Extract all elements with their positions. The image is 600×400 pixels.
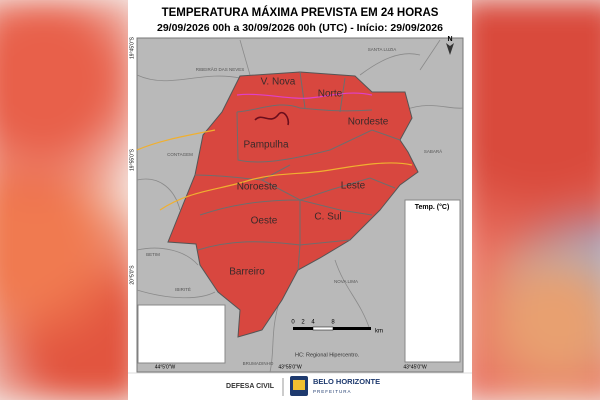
- city-logo: [290, 376, 308, 396]
- region-label: Noroeste: [237, 182, 278, 193]
- municipality-label: NOVA LIMA: [334, 279, 358, 284]
- region-label: V. Nova: [261, 77, 296, 88]
- scale-tick: 8: [331, 320, 335, 326]
- basin-lines: [136, 92, 413, 211]
- municipality-label: BRUMADINHO: [243, 361, 274, 366]
- subtitle: 29/09/2026 00h a 30/09/2026 00h (UTC) - …: [157, 22, 443, 34]
- region-label: Norte: [318, 89, 343, 100]
- basin-legend-box: [137, 304, 226, 364]
- footer-left: DEFESA CIVIL: [226, 383, 275, 390]
- region-label: C. Sul: [314, 212, 341, 223]
- scale-unit: km: [375, 329, 383, 335]
- regional-borders: [194, 71, 401, 271]
- municipality-label: RIBEIRÃO DAS NEVES: [196, 66, 245, 72]
- north-arrow: [446, 43, 454, 55]
- latitude-label: 19°55'0"S: [129, 148, 135, 171]
- municipality-label: IBIRITÉ: [175, 286, 191, 292]
- longitude-label: 43°55'0"W: [278, 364, 302, 370]
- municipality-label: SANTA LUZIA: [368, 47, 396, 52]
- source-note: HC: Regional Hipercentro.: [295, 352, 360, 358]
- scale-tick: 0: [291, 320, 295, 326]
- latitude-label: 20°5'0"S: [129, 265, 135, 285]
- blurred-background: [0, 0, 140, 400]
- temp-legend-box: [404, 199, 461, 363]
- region-label: Oeste: [251, 216, 278, 227]
- blurred-background: [460, 0, 600, 400]
- north-label: N: [447, 36, 452, 43]
- longitude-label: 43°45'0"W: [403, 364, 427, 370]
- footer-brand: BELO HORIZONTE: [313, 377, 380, 386]
- municipality-label: BETIM: [146, 252, 160, 257]
- scale-bar: [293, 326, 371, 331]
- region-label: Barreiro: [229, 267, 265, 278]
- municipality-label: SABARÁ: [424, 148, 442, 154]
- municipal-borders: [136, 39, 464, 373]
- footer-sub: PREFEITURA: [313, 389, 352, 394]
- region-label: Leste: [341, 181, 366, 192]
- scale-tick: 4: [311, 320, 315, 326]
- longitude-label: 44°5'0"W: [155, 364, 176, 370]
- title: TEMPERATURA MÁXIMA PREVISTA EM 24 HORAS: [162, 6, 439, 19]
- region-label: Pampulha: [243, 140, 288, 151]
- scale-tick: 2: [301, 320, 305, 326]
- region-label: Nordeste: [348, 117, 389, 128]
- municipality-label: CONTAGEM: [167, 152, 193, 157]
- latitude-label: 19°45'0"S: [129, 36, 135, 59]
- temp-legend-title: Temp. (°C): [415, 203, 450, 211]
